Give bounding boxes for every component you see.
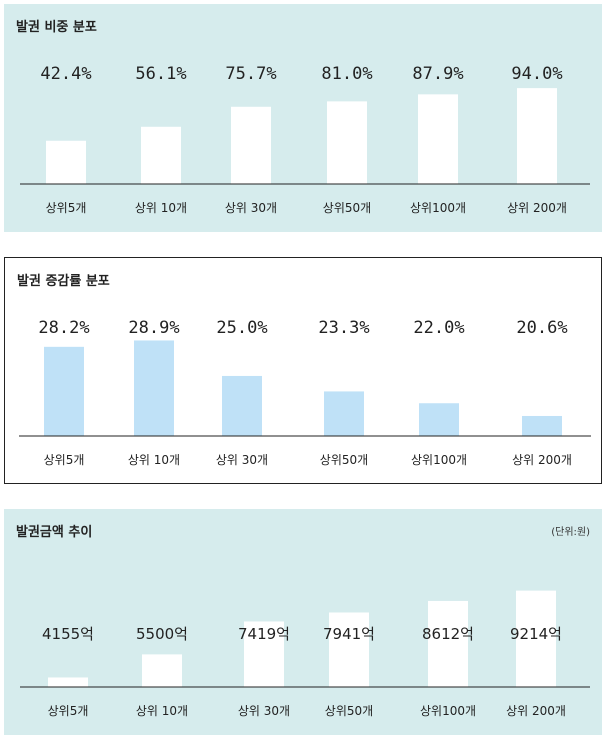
growth-distribution-chart: 28.2% 28.9% 25.0% 23.3% 22.0% 20.6% 상위5개 상위 10개…: [19, 318, 591, 467]
data-label: 28.2%: [38, 318, 89, 338]
bar: [418, 94, 458, 184]
bar: [141, 126, 181, 184]
bar: [46, 140, 86, 184]
bar: [419, 403, 459, 436]
category-label: 상위 30개: [225, 201, 277, 215]
category-label: 상위 10개: [135, 201, 187, 215]
bar: [327, 101, 367, 184]
category-label: 상위 10개: [136, 704, 188, 718]
category-label: 상위5개: [46, 201, 87, 215]
category-label: 상위 200개: [507, 201, 567, 215]
bar: [244, 621, 284, 687]
bar: [142, 654, 182, 687]
amount-trend-panel: 발권금액 추이 (단위:원) 4155억 5500억 7419억 7941억 8612억…: [4, 509, 602, 735]
data-label: 56.1%: [135, 64, 186, 84]
bar: [522, 415, 562, 436]
category-label: 상위100개: [410, 201, 466, 215]
bar: [44, 346, 84, 436]
data-label: 8612억: [422, 625, 474, 643]
data-label: 4155억: [42, 625, 94, 643]
chart-title: 발권 증감률 분포: [17, 274, 110, 289]
data-label: 7419억: [238, 625, 290, 643]
category-label: 상위 200개: [506, 704, 566, 718]
category-label: 상위100개: [411, 453, 467, 467]
bar: [231, 106, 271, 184]
data-label: 81.0%: [321, 64, 372, 84]
data-label: 75.7%: [225, 64, 276, 84]
bar: [324, 391, 364, 436]
category-label: 상위100개: [420, 704, 476, 718]
share-distribution-chart: 42.4% 56.1% 75.7% 81.0% 87.9% 94.0% 상위5개 상위 10개…: [20, 64, 590, 215]
data-label: 94.0%: [511, 64, 562, 84]
bar: [516, 590, 556, 687]
unit-label: (단위:원): [551, 527, 590, 538]
data-label: 20.6%: [516, 318, 567, 338]
category-label: 상위 30개: [216, 453, 268, 467]
data-label: 28.9%: [128, 318, 179, 338]
bar: [134, 340, 174, 436]
growth-distribution-panel: 발권 증감률 분포 28.2% 28.9% 25.0% 23.3% 22.0% 20.6%…: [4, 257, 602, 484]
bar: [428, 600, 468, 687]
category-label: 상위 200개: [512, 453, 572, 467]
data-label: 42.4%: [40, 64, 91, 84]
bar: [329, 612, 369, 687]
chart-title: 발권금액 추이: [16, 525, 93, 540]
bar: [222, 375, 262, 436]
category-label: 상위50개: [325, 704, 373, 718]
data-label: 7941억: [323, 625, 375, 643]
category-label: 상위 10개: [128, 453, 180, 467]
data-label: 5500억: [136, 625, 188, 643]
data-label: 23.3%: [318, 318, 369, 338]
bar: [517, 88, 557, 184]
data-label: 9214억: [510, 625, 562, 643]
category-label: 상위 30개: [238, 704, 290, 718]
bar: [48, 677, 88, 687]
data-label: 87.9%: [412, 64, 463, 84]
share-distribution-panel: 발권 비중 분포 42.4% 56.1% 75.7% 81.0% 87.9% 94.0% 상…: [4, 4, 602, 232]
data-label: 22.0%: [413, 318, 464, 338]
category-label: 상위50개: [320, 453, 368, 467]
chart-title: 발권 비중 분포: [16, 20, 97, 35]
data-label: 25.0%: [216, 318, 267, 338]
category-label: 상위50개: [323, 201, 371, 215]
category-label: 상위5개: [44, 453, 85, 467]
category-label: 상위5개: [48, 704, 89, 718]
